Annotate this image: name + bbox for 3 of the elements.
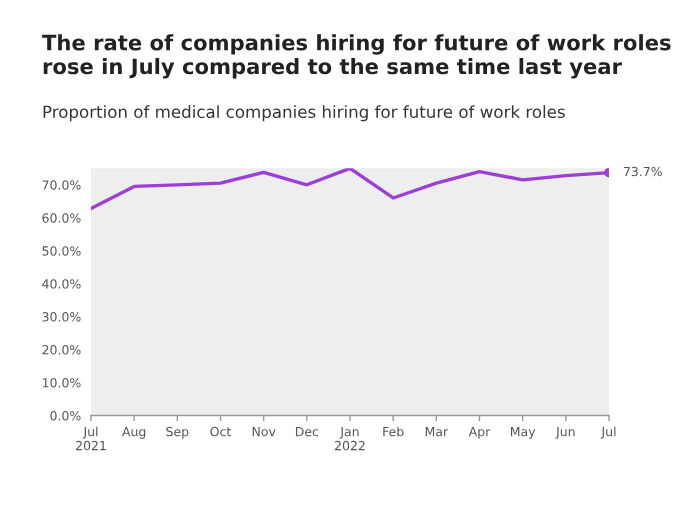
line-series: [91, 168, 609, 211]
chart-subtitle: Proportion of medical companies hiring for future of work roles: [43, 105, 565, 122]
chart-title: The rate of companies hiring for future of work roles rose in July compared to the same time last year: [42, 34, 671, 79]
